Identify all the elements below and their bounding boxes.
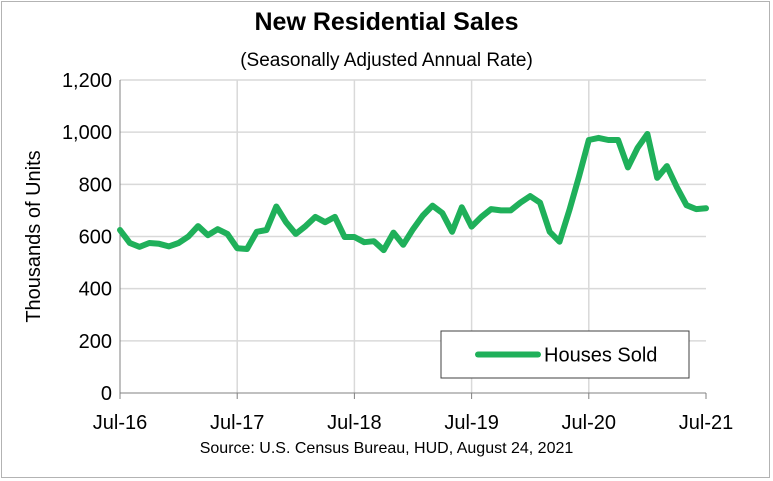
legend-label: Houses Sold bbox=[544, 345, 657, 367]
x-tick-label: Jul-18 bbox=[327, 412, 381, 434]
y-tick-label: 0 bbox=[101, 383, 112, 405]
x-tick-label: Jul-21 bbox=[679, 412, 733, 434]
chart-subtitle: (Seasonally Adjusted Annual Rate) bbox=[240, 50, 533, 71]
x-tick-label: Jul-19 bbox=[444, 412, 498, 434]
chart-source: Source: U.S. Census Bureau, HUD, August … bbox=[199, 440, 574, 457]
y-axis-label: Thousands of Units bbox=[23, 150, 45, 322]
y-tick-label: 200 bbox=[79, 331, 112, 353]
y-tick-label: 1,200 bbox=[62, 70, 112, 92]
y-tick-label: 800 bbox=[79, 174, 112, 196]
y-tick-label: 1,000 bbox=[62, 122, 112, 144]
y-tick-label: 600 bbox=[79, 227, 112, 249]
y-tick-label: 400 bbox=[79, 279, 112, 301]
x-tick-label: Jul-16 bbox=[93, 412, 147, 434]
chart-title: New Residential Sales bbox=[254, 8, 519, 36]
x-tick-label: Jul-20 bbox=[562, 412, 616, 434]
series-line-houses-sold bbox=[117, 131, 709, 254]
x-tick-label: Jul-17 bbox=[210, 412, 264, 434]
